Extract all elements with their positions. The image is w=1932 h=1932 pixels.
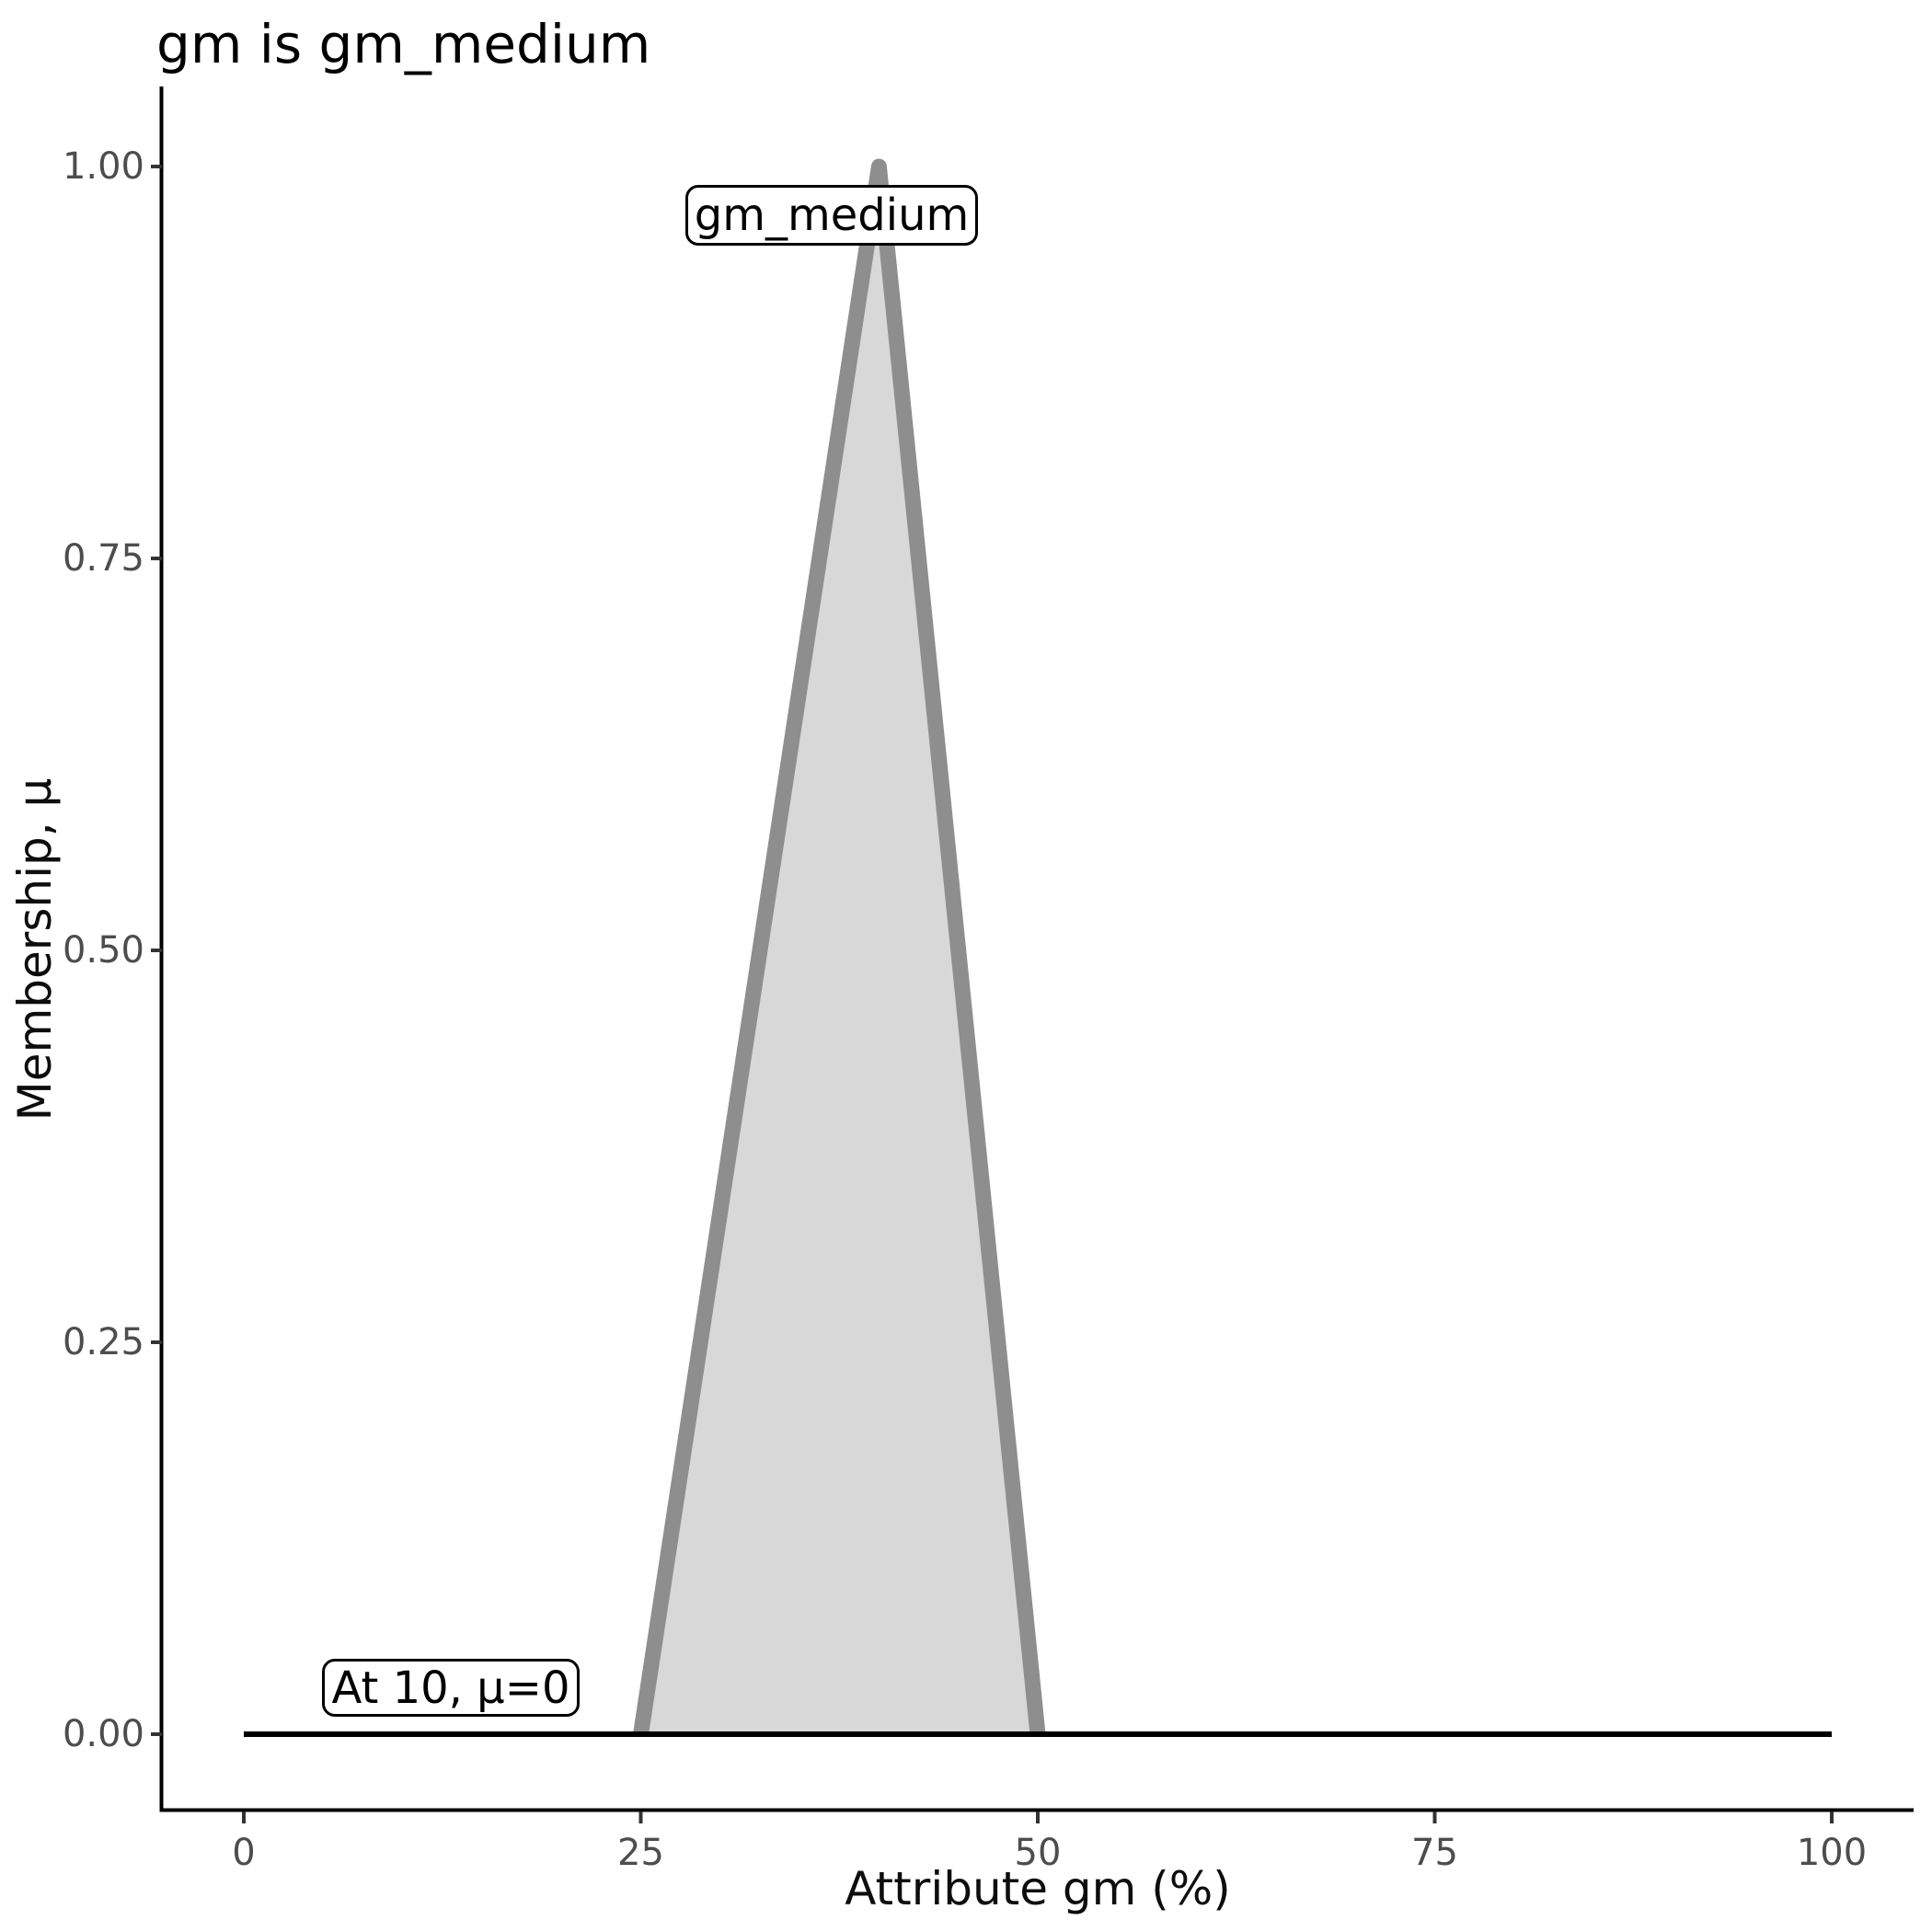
x-tick-marks — [242, 1811, 1834, 1823]
y-axis-title: Membership, μ — [8, 777, 62, 1121]
x-tick-label: 50 — [1014, 1832, 1062, 1874]
membership-curve — [633, 158, 1046, 1736]
x-tick-label: 100 — [1796, 1832, 1868, 1874]
y-tick-label: 0.25 — [62, 1321, 144, 1363]
annotation-at-10: At 10, μ=0 — [322, 1659, 580, 1717]
annotation-at-10-text: At 10, μ=0 — [331, 1662, 570, 1714]
x-tick-label: 0 — [232, 1832, 256, 1874]
annotation-gm-medium-text: gm_medium — [694, 190, 970, 241]
chart-title: gm is gm_medium — [156, 13, 651, 75]
x-tick-label: 25 — [617, 1832, 664, 1874]
y-tick-label: 0.00 — [62, 1713, 144, 1755]
y-tick-label: 1.00 — [62, 145, 144, 188]
annotation-gm-medium: gm_medium — [685, 185, 978, 246]
y-tick-label: 0.50 — [62, 929, 144, 972]
y-tick-marks — [151, 165, 162, 1736]
y-tick-label: 0.75 — [62, 537, 144, 580]
x-tick-label: 75 — [1411, 1832, 1458, 1874]
x-axis-title: Attribute gm (%) — [845, 1862, 1231, 1915]
